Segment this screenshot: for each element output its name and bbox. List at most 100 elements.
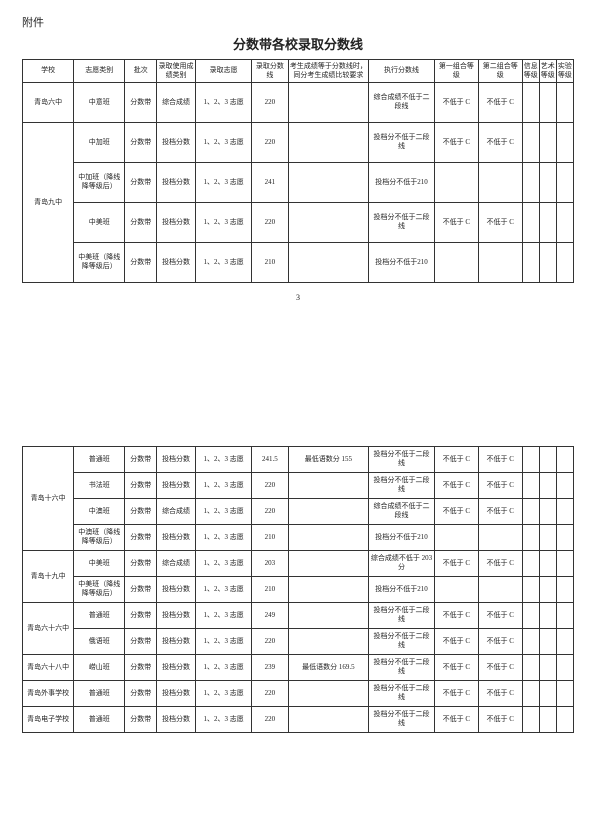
cell-req: 最低语数分 169.5 — [288, 654, 368, 680]
cell-req — [288, 472, 368, 498]
cell-n1 — [522, 680, 539, 706]
cell-batch: 分数带 — [125, 82, 157, 122]
cell-school: 青岛十六中 — [23, 446, 74, 550]
cell-line: 203 — [252, 550, 289, 576]
attach-label: 附件 — [22, 14, 574, 30]
cell-g2: 不低于 C — [478, 680, 522, 706]
cell-n1 — [522, 472, 539, 498]
cell-n2 — [539, 446, 556, 472]
cell-g2: 不低于 C — [478, 82, 522, 122]
cell-g2 — [478, 162, 522, 202]
cell-n2 — [539, 202, 556, 242]
cell-g2: 不低于 C — [478, 472, 522, 498]
cell-n3 — [556, 524, 573, 550]
cell-type: 中意班 — [74, 82, 125, 122]
cell-g1: 不低于 C — [434, 472, 478, 498]
cell-n1 — [522, 498, 539, 524]
cell-g2: 不低于 C — [478, 122, 522, 162]
col-g2: 第二组合等级 — [478, 60, 522, 83]
cell-batch: 分数带 — [125, 122, 157, 162]
cell-wish: 1、2、3 志愿 — [196, 446, 252, 472]
table-row: 青岛十六中普通班分数带投档分数1、2、3 志愿241.5最低语数分 155投档分… — [23, 446, 574, 472]
cell-wish: 1、2、3 志愿 — [196, 602, 252, 628]
cell-n2 — [539, 122, 556, 162]
cell-school: 青岛九中 — [23, 122, 74, 282]
cell-wish: 1、2、3 志愿 — [196, 706, 252, 732]
table-row: 青岛外事学校普通班分数带投档分数1、2、3 志愿220投档分不低于二段线不低于 … — [23, 680, 574, 706]
cell-n3 — [556, 446, 573, 472]
cell-line: 210 — [252, 524, 289, 550]
cell-score: 投档分数 — [157, 628, 196, 654]
cell-req — [288, 162, 368, 202]
table-row: 中澳班分数带综合成绩1、2、3 志愿220综合成绩不低于二段线不低于 C不低于 … — [23, 498, 574, 524]
cell-n1 — [522, 122, 539, 162]
cell-school: 青岛六十六中 — [23, 602, 74, 654]
col-n3: 实验等级 — [556, 60, 573, 83]
cell-line: 220 — [252, 82, 289, 122]
cell-n2 — [539, 242, 556, 282]
cell-school: 青岛六十八中 — [23, 654, 74, 680]
cell-wish: 1、2、3 志愿 — [196, 680, 252, 706]
table-row: 青岛十九中中美班分数带综合成绩1、2、3 志愿203综合成绩不低于 203 分不… — [23, 550, 574, 576]
cell-line: 220 — [252, 472, 289, 498]
cell-req — [288, 242, 368, 282]
cell-line: 220 — [252, 680, 289, 706]
cell-g2 — [478, 524, 522, 550]
cell-req: 最低语数分 155 — [288, 446, 368, 472]
cell-exec: 投档分不低于二段线 — [369, 680, 435, 706]
table-row: 青岛六中中意班分数带综合成绩1、2、3 志愿220综合成绩不低于二段线不低于 C… — [23, 82, 574, 122]
cell-wish: 1、2、3 志愿 — [196, 202, 252, 242]
cell-n2 — [539, 706, 556, 732]
cell-wish: 1、2、3 志愿 — [196, 550, 252, 576]
table-row: 青岛六十六中普通班分数带投档分数1、2、3 志愿249投档分不低于二段线不低于 … — [23, 602, 574, 628]
cell-wish: 1、2、3 志愿 — [196, 498, 252, 524]
cell-n3 — [556, 162, 573, 202]
col-g1: 第一组合等级 — [434, 60, 478, 83]
col-exec: 执行分数线 — [369, 60, 435, 83]
cell-batch: 分数带 — [125, 576, 157, 602]
cell-line: 220 — [252, 706, 289, 732]
cell-type: 中美班（降线降等级后） — [74, 242, 125, 282]
cell-type: 普通班 — [74, 680, 125, 706]
table-row: 中美班分数带投档分数1、2、3 志愿220投档分不低于二段线不低于 C不低于 C — [23, 202, 574, 242]
cell-n1 — [522, 242, 539, 282]
page-number: 3 — [22, 293, 574, 302]
col-wish: 录取志愿 — [196, 60, 252, 83]
cell-req — [288, 680, 368, 706]
cell-line: 220 — [252, 202, 289, 242]
cell-n3 — [556, 82, 573, 122]
cell-n1 — [522, 602, 539, 628]
cell-wish: 1、2、3 志愿 — [196, 576, 252, 602]
cell-n3 — [556, 202, 573, 242]
cell-exec: 投档分不低于二段线 — [369, 602, 435, 628]
cell-type: 中美班（降线降等级后） — [74, 576, 125, 602]
cell-batch: 分数带 — [125, 628, 157, 654]
cell-score: 综合成绩 — [157, 550, 196, 576]
cell-n3 — [556, 654, 573, 680]
cell-line: 249 — [252, 602, 289, 628]
cell-n3 — [556, 498, 573, 524]
cell-score: 综合成绩 — [157, 498, 196, 524]
cell-n1 — [522, 162, 539, 202]
cell-n1 — [522, 654, 539, 680]
cell-n2 — [539, 162, 556, 202]
cell-n1 — [522, 202, 539, 242]
cell-type: 中加班（降线降等级后） — [74, 162, 125, 202]
cell-g2 — [478, 576, 522, 602]
cell-g2: 不低于 C — [478, 498, 522, 524]
cell-n1 — [522, 446, 539, 472]
cell-exec: 综合成绩不低于二段线 — [369, 82, 435, 122]
col-n1: 信息等级 — [522, 60, 539, 83]
col-school: 学校 — [23, 60, 74, 83]
cell-batch: 分数带 — [125, 602, 157, 628]
page-gap — [0, 312, 596, 432]
cell-wish: 1、2、3 志愿 — [196, 472, 252, 498]
page-title: 分数带各校录取分数线 — [22, 34, 574, 53]
cell-exec: 投档分不低于二段线 — [369, 628, 435, 654]
cell-school: 青岛外事学校 — [23, 680, 74, 706]
cell-exec: 投档分不低于210 — [369, 524, 435, 550]
cell-g1: 不低于 C — [434, 602, 478, 628]
cell-line: 241 — [252, 162, 289, 202]
cell-exec: 投档分不低于二段线 — [369, 122, 435, 162]
cell-n2 — [539, 472, 556, 498]
